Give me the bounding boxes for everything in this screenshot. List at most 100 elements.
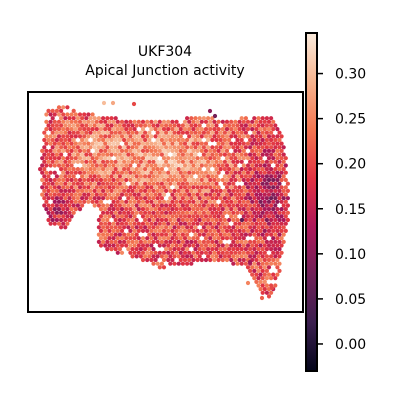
spot bbox=[275, 148, 280, 153]
spot bbox=[153, 127, 158, 132]
spot bbox=[187, 170, 192, 175]
spot bbox=[260, 268, 265, 273]
spot bbox=[128, 228, 133, 233]
spot bbox=[155, 145, 160, 150]
spot bbox=[264, 167, 269, 172]
spot bbox=[222, 174, 227, 179]
spot bbox=[48, 127, 53, 132]
spot bbox=[182, 156, 188, 161]
spot bbox=[178, 221, 183, 226]
spot bbox=[145, 156, 150, 161]
spot bbox=[269, 290, 274, 295]
spot bbox=[140, 134, 146, 139]
spot bbox=[271, 236, 276, 241]
spot bbox=[195, 185, 200, 190]
spot bbox=[119, 170, 125, 175]
spot bbox=[258, 207, 263, 212]
spot bbox=[210, 254, 215, 259]
spot bbox=[117, 217, 122, 223]
spot bbox=[254, 265, 259, 270]
spot bbox=[281, 203, 286, 208]
spot bbox=[138, 152, 143, 157]
spot bbox=[203, 156, 209, 161]
spot bbox=[92, 188, 97, 193]
spot bbox=[269, 210, 274, 215]
spot bbox=[145, 163, 150, 168]
spot bbox=[153, 170, 158, 175]
spot bbox=[98, 177, 104, 183]
spot bbox=[212, 177, 217, 183]
spot bbox=[201, 247, 206, 252]
spot bbox=[193, 123, 198, 128]
spot bbox=[180, 152, 185, 157]
spot bbox=[193, 225, 198, 230]
spot bbox=[63, 159, 68, 164]
spot bbox=[195, 156, 200, 161]
spot bbox=[153, 141, 158, 146]
spatial-spots bbox=[38, 100, 290, 301]
spot bbox=[98, 134, 104, 139]
spot bbox=[252, 210, 257, 215]
spot bbox=[145, 243, 150, 248]
spot bbox=[136, 192, 141, 197]
spot bbox=[96, 130, 101, 135]
spot bbox=[164, 210, 169, 215]
spot bbox=[264, 152, 269, 157]
spot bbox=[155, 239, 160, 244]
spot bbox=[132, 156, 137, 161]
spot bbox=[111, 199, 116, 204]
spot bbox=[94, 163, 99, 168]
spot bbox=[283, 221, 288, 226]
spot bbox=[239, 261, 244, 266]
spot bbox=[275, 163, 280, 168]
spot bbox=[271, 207, 276, 212]
spot bbox=[69, 163, 74, 168]
spot bbox=[69, 134, 74, 139]
spot bbox=[256, 268, 261, 273]
spot bbox=[208, 207, 213, 212]
spot bbox=[256, 181, 261, 186]
spot bbox=[222, 203, 227, 208]
spot bbox=[143, 159, 148, 164]
spot bbox=[50, 145, 55, 150]
spot bbox=[138, 137, 143, 143]
spot bbox=[109, 247, 114, 252]
spot bbox=[115, 214, 120, 219]
spot bbox=[65, 119, 70, 124]
spot bbox=[208, 170, 213, 175]
spot bbox=[109, 196, 114, 201]
spot bbox=[271, 192, 276, 197]
spot bbox=[266, 272, 272, 277]
spot bbox=[113, 239, 118, 244]
spot bbox=[266, 214, 272, 219]
spot bbox=[206, 130, 211, 135]
spot bbox=[195, 228, 200, 233]
spot bbox=[182, 257, 188, 263]
spot bbox=[40, 192, 45, 197]
spot bbox=[164, 254, 169, 259]
spot bbox=[80, 203, 85, 208]
spot bbox=[161, 156, 167, 161]
spot bbox=[254, 207, 259, 212]
spot bbox=[132, 134, 137, 139]
spot bbox=[161, 228, 167, 233]
spot bbox=[151, 203, 156, 208]
spot bbox=[214, 254, 219, 259]
spot bbox=[140, 148, 146, 153]
spot bbox=[140, 207, 146, 212]
spot bbox=[115, 192, 120, 197]
spot bbox=[101, 174, 106, 179]
spot bbox=[283, 156, 288, 161]
spot bbox=[227, 145, 232, 150]
spot bbox=[136, 163, 141, 168]
spot bbox=[50, 210, 55, 215]
spot bbox=[269, 285, 275, 291]
spot bbox=[128, 134, 133, 139]
spot bbox=[222, 247, 227, 252]
spot bbox=[185, 130, 190, 135]
spot bbox=[73, 148, 78, 153]
spot bbox=[216, 141, 221, 146]
spot bbox=[69, 192, 74, 197]
spot bbox=[206, 203, 211, 208]
spot bbox=[243, 167, 248, 172]
